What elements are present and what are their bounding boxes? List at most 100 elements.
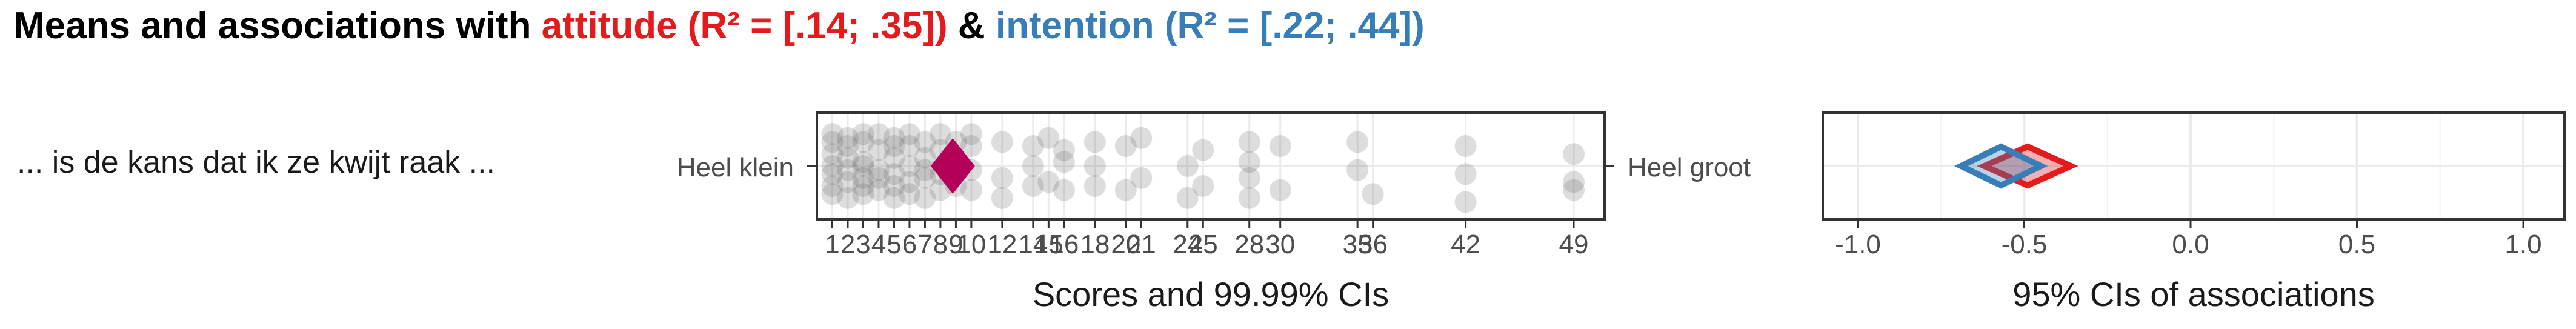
score-point	[1053, 139, 1075, 161]
score-point	[821, 175, 844, 197]
associations-axis: -1.0 -0.5 0.0 0.5 1.0	[1835, 219, 2542, 259]
score-point	[929, 123, 951, 145]
score-point	[836, 187, 859, 209]
score-point	[991, 187, 1013, 209]
score-point	[883, 135, 905, 157]
scores-tick-label: 2	[840, 230, 855, 259]
score-point	[1563, 179, 1585, 201]
score-point	[1037, 171, 1060, 193]
score-point	[852, 155, 874, 177]
associations-tick-label: -1.0	[1835, 230, 1881, 259]
score-point	[1454, 135, 1477, 157]
chart-title: Means and associations with attitude (R²…	[13, 4, 1425, 48]
scores-points	[821, 123, 1585, 213]
score-point	[898, 135, 920, 157]
score-point	[1269, 135, 1291, 157]
scores-tick-label: 49	[1559, 230, 1589, 259]
scores-tick-label: 9	[948, 230, 963, 259]
scores-tick-label: 28	[1234, 230, 1264, 259]
score-point	[821, 131, 844, 153]
score-point	[1563, 171, 1585, 193]
score-point	[1563, 143, 1585, 165]
score-point	[867, 167, 890, 189]
score-point	[898, 123, 920, 145]
score-point	[1176, 155, 1199, 177]
score-point	[1114, 135, 1137, 157]
score-point	[1022, 155, 1044, 177]
score-point	[852, 151, 874, 173]
associations-x-axis-label: 95% CIs of associations	[2012, 275, 2375, 313]
score-point	[883, 163, 905, 185]
associations-tick-label: -0.5	[2002, 230, 2048, 259]
score-point	[852, 167, 874, 189]
score-point	[1238, 131, 1260, 153]
scores-tick-label: 4	[871, 230, 886, 259]
score-point	[883, 127, 905, 149]
scores-tick-label: 21	[1127, 230, 1156, 259]
score-point	[821, 163, 844, 185]
item-label: ... is de kans dat ik ze kwijt raak ...	[17, 145, 495, 180]
scores-tick-label: 25	[1188, 230, 1218, 259]
score-point	[1238, 167, 1260, 189]
score-point	[960, 135, 982, 157]
score-point	[1192, 175, 1214, 197]
mean-diamond	[930, 138, 975, 194]
score-point	[914, 159, 936, 181]
scores-x-axis-label: Scores and 99.99% CIs	[1033, 275, 1389, 313]
score-point	[836, 147, 859, 169]
score-point	[836, 135, 859, 157]
anchor-left-label: Heel klein	[677, 153, 794, 182]
score-point	[867, 159, 890, 181]
score-point	[1176, 187, 1199, 209]
associations-diamonds	[1954, 143, 2078, 189]
score-point	[836, 127, 859, 149]
score-point	[1083, 175, 1106, 197]
score-point	[821, 123, 844, 145]
scores-tick-label: 10	[956, 230, 986, 259]
score-point	[914, 187, 936, 209]
scores-tick-label: 3	[856, 230, 870, 259]
score-point	[1346, 159, 1369, 181]
score-point	[1454, 163, 1477, 185]
scores-tick-label: 12	[987, 230, 1017, 259]
score-point	[1269, 179, 1291, 201]
score-point	[1022, 135, 1044, 157]
associations-grid	[1823, 113, 2564, 219]
score-point	[1346, 131, 1369, 153]
associations-tick-label: 0.5	[2338, 230, 2375, 259]
score-point	[836, 159, 859, 181]
score-point	[991, 131, 1013, 153]
score-point	[914, 131, 936, 153]
associations-panel-border	[1822, 111, 2566, 221]
score-point	[836, 171, 859, 193]
score-point	[1192, 139, 1214, 161]
score-point	[821, 143, 844, 165]
score-point	[1022, 175, 1044, 197]
score-point	[1114, 179, 1137, 201]
score-point	[883, 175, 905, 197]
association-diamond-intention	[1954, 143, 2048, 189]
score-point	[1037, 127, 1060, 149]
score-point	[1454, 191, 1477, 213]
score-point	[1053, 179, 1075, 201]
score-point	[867, 123, 890, 145]
scores-tick-label: 30	[1265, 230, 1295, 259]
scores-tick-label: 6	[902, 230, 917, 259]
score-point	[914, 167, 936, 189]
title-attitude: attitude (R² = [.14; .35])	[541, 5, 948, 47]
scores-tick-label: 16	[1049, 230, 1079, 259]
score-point	[1083, 131, 1106, 153]
scores-tick-label: 36	[1358, 230, 1388, 259]
scores-tick-label: 18	[1080, 230, 1110, 259]
scores-tick-label: 35	[1343, 230, 1373, 259]
title-conjunction: &	[947, 5, 996, 47]
scores-tick-label: 5	[887, 230, 901, 259]
score-point	[1238, 187, 1260, 209]
score-point	[883, 187, 905, 209]
score-point	[960, 179, 982, 201]
score-point	[898, 155, 920, 177]
score-point	[1130, 127, 1153, 149]
associations-tick-label: 1.0	[2504, 230, 2541, 259]
score-point	[991, 167, 1013, 189]
